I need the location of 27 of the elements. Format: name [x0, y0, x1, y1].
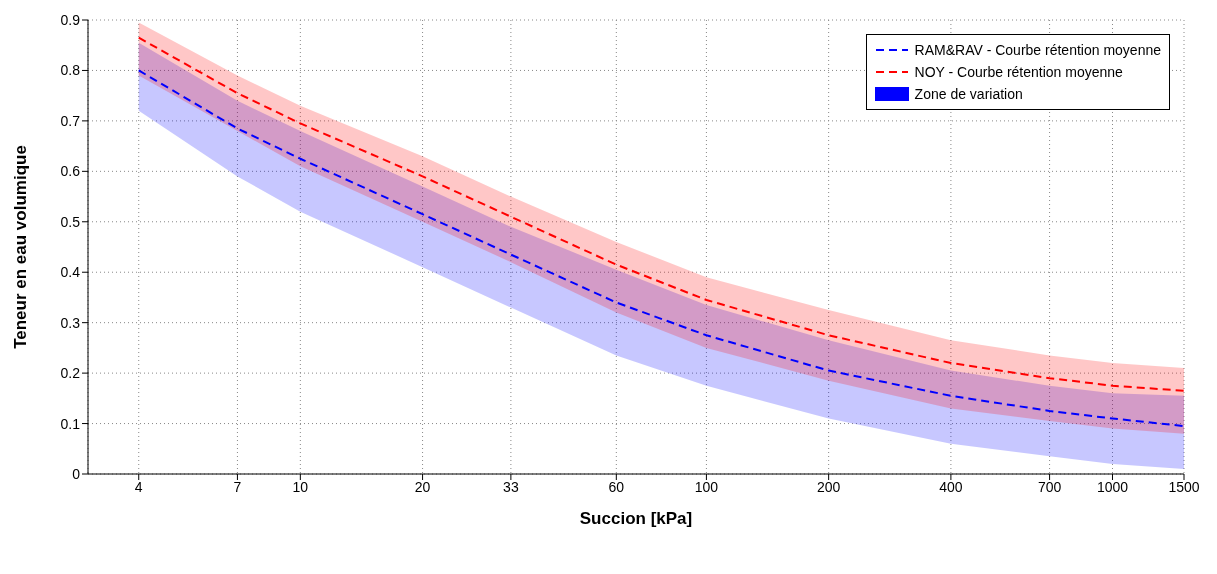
- y-tick-label: 0.5: [60, 213, 81, 230]
- y-tick-label: 0.7: [60, 112, 81, 129]
- y-axis-title: Teneur en eau volumique: [11, 145, 31, 349]
- x-tick-label: 700: [1037, 478, 1062, 495]
- y-tick-label: 0.1: [60, 415, 81, 432]
- y-tick-label: 0: [72, 465, 81, 482]
- y-tick-label: 0.3: [60, 314, 81, 331]
- x-axis-title: Succion [kPa]: [579, 509, 693, 528]
- y-tick-label: 0.9: [60, 11, 81, 28]
- x-tick-label: 4: [134, 478, 143, 495]
- x-tick-label: 100: [694, 478, 719, 495]
- y-tick-label: 0.6: [60, 163, 81, 180]
- x-tick-label: 400: [939, 478, 963, 495]
- y-tick-label: 0.2: [60, 365, 81, 382]
- x-tick-label: 20: [414, 478, 431, 495]
- x-tick-label: 60: [608, 478, 625, 495]
- annotation: Zone de variation: [914, 86, 1023, 102]
- legend-label: RAM&RAV - Courbe rétention moyenne: [914, 42, 1161, 58]
- y-tick-label: 0.4: [60, 264, 81, 281]
- legend-label: NOY - Courbe rétention moyenne: [914, 64, 1123, 80]
- x-tick-label: 200: [816, 478, 841, 495]
- x-tick-label: 33: [503, 478, 519, 495]
- x-tick-label: 7: [233, 478, 242, 495]
- x-tick-label: 1500: [1168, 478, 1200, 495]
- x-tick-label: 1000: [1096, 478, 1129, 495]
- x-tick-label: 10: [292, 478, 309, 495]
- y-tick-label: 0.8: [60, 62, 81, 79]
